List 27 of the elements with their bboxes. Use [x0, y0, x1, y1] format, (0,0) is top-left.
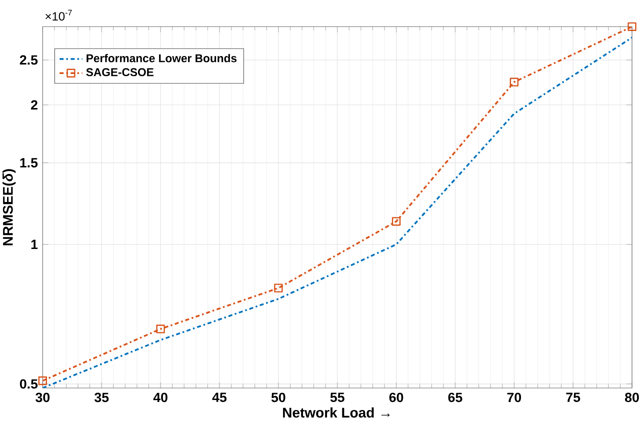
- x-axis-title: Network Load →: [283, 407, 390, 418]
- y-tick-label: 1: [31, 240, 38, 249]
- x-tick-label: 70: [507, 392, 522, 402]
- x-tick-label: 45: [212, 392, 227, 402]
- x-tick-label: 50: [271, 392, 286, 402]
- y-tick-label: 2.5: [20, 55, 38, 65]
- y-tick-label: 1.5: [20, 158, 38, 168]
- y-tick-label: 2: [31, 100, 38, 110]
- point: [628, 22, 636, 31]
- y-tick-label: 0.5: [20, 379, 38, 389]
- x-tick-label: 35: [94, 392, 109, 402]
- x-tick-label: 40: [153, 392, 168, 402]
- point: [38, 376, 48, 386]
- x-tick-label: 30: [36, 392, 50, 402]
- legend-label: SAGE-CSOE: [86, 68, 154, 76]
- x-tick-label: 55: [330, 392, 344, 402]
- x-tick-label: 80: [625, 392, 639, 402]
- x-tick-label: 65: [448, 392, 462, 402]
- x-tick-label: 75: [566, 392, 580, 402]
- point: [392, 217, 401, 226]
- text: ×10$^{-7}$: [46, 10, 72, 21]
- point: [156, 324, 165, 334]
- legend-label: Performance Lower Bounds: [86, 54, 237, 62]
- y-axis-title: NRMSEE(δ): [2, 169, 16, 246]
- x-tick-label: 60: [389, 392, 404, 402]
- point: [274, 284, 283, 292]
- point: [510, 78, 518, 86]
